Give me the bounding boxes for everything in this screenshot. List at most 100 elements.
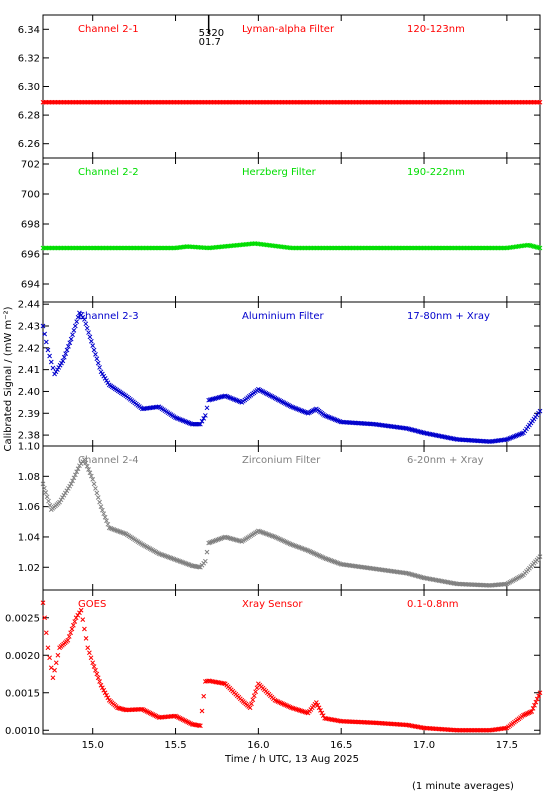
data-point bbox=[221, 681, 227, 686]
data-point bbox=[102, 690, 108, 696]
x-tick-label: 17.5 bbox=[496, 740, 518, 751]
data-point bbox=[48, 359, 54, 365]
panel-channel-label: GOES bbox=[78, 599, 106, 610]
data-point bbox=[50, 675, 56, 681]
panel-frame bbox=[42, 445, 541, 591]
data-point bbox=[102, 376, 108, 381]
data-point bbox=[75, 612, 81, 618]
y-tick-label: 696 bbox=[21, 250, 40, 261]
data-point bbox=[83, 636, 89, 641]
data-point bbox=[63, 490, 68, 496]
data-point bbox=[91, 347, 97, 353]
data-point bbox=[63, 351, 68, 356]
data-point bbox=[75, 314, 81, 320]
data-point bbox=[529, 709, 535, 714]
y-axis-label: Calibrated Signal / (mW m⁻²) bbox=[3, 306, 14, 451]
data-point bbox=[88, 338, 94, 344]
y-tick-label: 2.44 bbox=[18, 300, 40, 311]
data-point bbox=[61, 354, 67, 360]
panel-band-label: 17-80nm + Xray bbox=[407, 311, 490, 322]
y-tick-label: 6.30 bbox=[18, 82, 40, 93]
data-point bbox=[204, 549, 210, 555]
data-point bbox=[65, 486, 71, 491]
data-point bbox=[315, 702, 321, 708]
data-point bbox=[46, 498, 51, 504]
y-tick-label: 6.28 bbox=[18, 111, 40, 122]
data-point bbox=[75, 466, 81, 472]
marker-bottom-label: 01.7 bbox=[199, 37, 221, 48]
data-point bbox=[95, 360, 101, 366]
data-point bbox=[67, 340, 73, 346]
data-point bbox=[253, 689, 258, 695]
data-point bbox=[536, 245, 541, 250]
data-point bbox=[204, 405, 210, 411]
data-point bbox=[100, 685, 105, 691]
data-point bbox=[72, 323, 78, 329]
x-tick-label: 17.0 bbox=[413, 740, 435, 751]
y-tick-label: 2.40 bbox=[18, 387, 40, 398]
data-point bbox=[316, 705, 322, 711]
panel-filter-label: Zirconium Filter bbox=[242, 455, 321, 466]
data-point bbox=[78, 607, 84, 613]
data-point bbox=[83, 321, 89, 327]
y-tick-label: 694 bbox=[21, 280, 40, 291]
data-point bbox=[82, 457, 87, 462]
data-point bbox=[94, 490, 100, 496]
data-point bbox=[65, 637, 71, 643]
x-axis: 15.0 15.5 16.0 16.5 17.0 17.5 bbox=[82, 740, 518, 751]
panel-frame bbox=[42, 157, 541, 303]
data-point bbox=[537, 690, 543, 696]
y-tick-label: 6.32 bbox=[18, 53, 40, 64]
data-point bbox=[202, 413, 208, 418]
data-point bbox=[77, 610, 82, 616]
data-point bbox=[84, 463, 90, 469]
data-point bbox=[57, 499, 62, 505]
panel-channel-label: Channel 2-1 bbox=[78, 24, 139, 35]
data-point bbox=[43, 630, 49, 636]
data-point bbox=[534, 696, 540, 702]
data-point bbox=[98, 682, 104, 688]
y-tick-label: 1.04 bbox=[18, 532, 40, 543]
y-tick-label: 2.41 bbox=[18, 365, 40, 376]
data-point bbox=[196, 564, 202, 570]
data-point bbox=[95, 675, 101, 681]
data-point bbox=[87, 650, 92, 656]
data-point bbox=[533, 699, 539, 705]
data-point bbox=[251, 693, 257, 699]
y-tick-label: 6.34 bbox=[18, 25, 40, 36]
panel-2: 694 696 698 700 702 Channel 2-2 Herzberg Filte… bbox=[21, 157, 543, 303]
data-point bbox=[80, 617, 86, 622]
data-point bbox=[101, 373, 107, 379]
data-point bbox=[537, 245, 543, 251]
data-point bbox=[537, 408, 543, 414]
data-point bbox=[97, 365, 102, 370]
data-point bbox=[47, 353, 52, 359]
data-point bbox=[40, 600, 46, 606]
panel-band-label: 0.1-0.8nm bbox=[407, 599, 459, 610]
data-point bbox=[69, 626, 75, 632]
data-point bbox=[98, 504, 104, 509]
data-point bbox=[88, 655, 94, 661]
data-point bbox=[87, 334, 93, 340]
data-point bbox=[94, 356, 100, 362]
panel-band-label: 190-222nm bbox=[407, 167, 465, 178]
data-point bbox=[102, 514, 108, 520]
data-point bbox=[313, 700, 319, 705]
data-point bbox=[74, 319, 80, 324]
data-point bbox=[52, 667, 57, 673]
y-tick-label: 1.08 bbox=[18, 472, 40, 483]
data-point bbox=[319, 710, 325, 716]
panel-frame bbox=[42, 301, 541, 447]
y-tick-label: 2.43 bbox=[18, 322, 40, 333]
data-point bbox=[84, 325, 90, 331]
data-point bbox=[68, 336, 74, 342]
data-point bbox=[530, 706, 536, 711]
series-points bbox=[40, 310, 543, 444]
data-point bbox=[101, 511, 107, 517]
y-tick-label: 0.0020 bbox=[5, 651, 40, 662]
data-point bbox=[48, 665, 54, 671]
y-tick-label: 698 bbox=[21, 220, 40, 231]
panel-filter-label: Aluminium Filter bbox=[242, 311, 325, 322]
data-point bbox=[532, 702, 537, 708]
panel-5: 0.0010 0.0015 0.0020 0.0025 GOES Xray Sensor 0… bbox=[5, 589, 543, 737]
